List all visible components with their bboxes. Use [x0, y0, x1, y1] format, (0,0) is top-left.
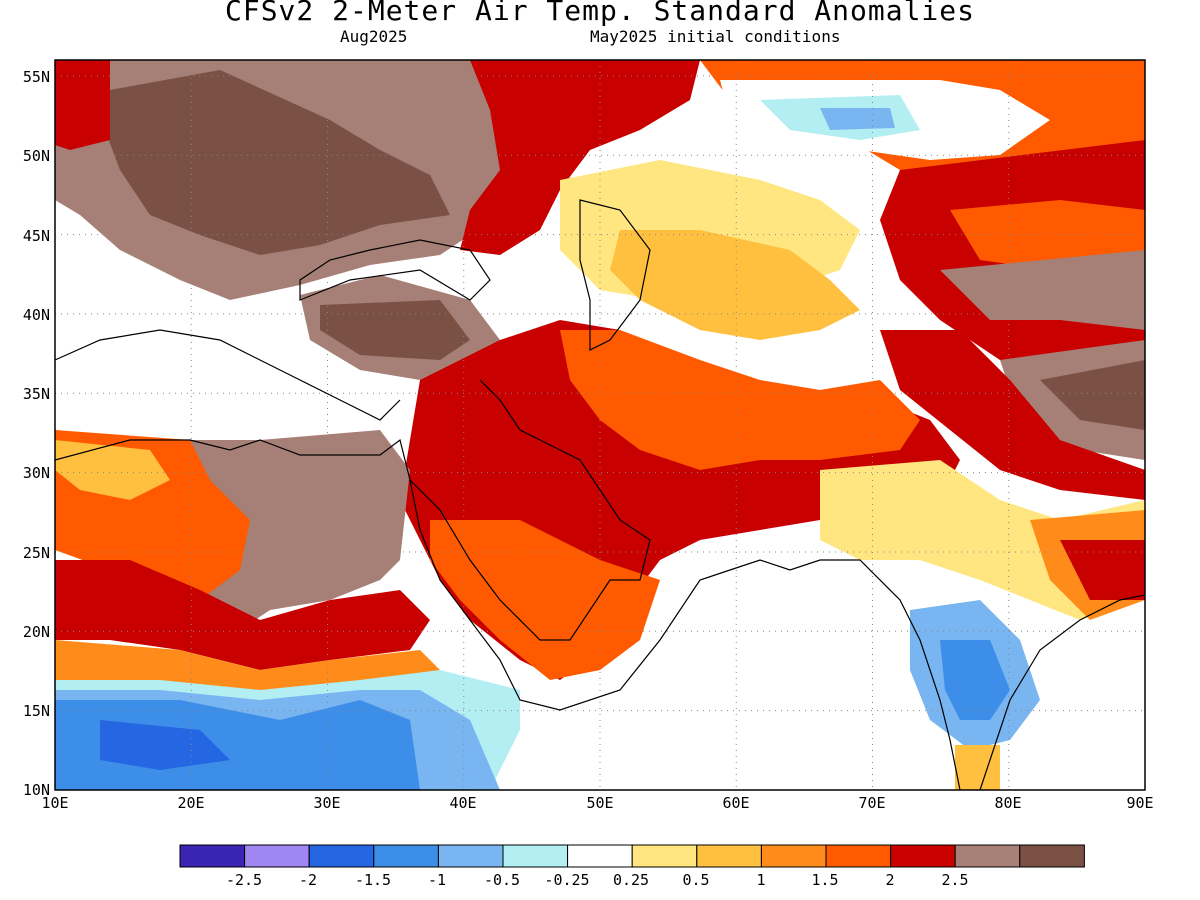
lat-tick: 10N — [23, 781, 50, 799]
anomaly-region — [820, 108, 895, 130]
map-title: CFSv2 2-Meter Air Temp. Standard Anomali… — [224, 0, 975, 27]
colorbar-label: 1.5 — [811, 871, 838, 889]
anomaly-region — [950, 200, 1145, 270]
lat-tick: 55N — [23, 68, 50, 86]
anomaly-region — [610, 230, 860, 340]
lat-tick: 25N — [23, 544, 50, 562]
anomaly-region — [460, 60, 700, 255]
colorbar-label: 0.25 — [613, 871, 649, 889]
colorbar-swatch — [437, 844, 504, 868]
colorbar-swatch — [760, 844, 827, 868]
anomaly-region — [940, 250, 1145, 330]
colorbar-swatch — [696, 844, 762, 868]
lon-tick: 60E — [722, 794, 749, 812]
latitude-labels: 10N 15N 20N 25N 30N 35N 40N 45N 50N 55N — [23, 68, 50, 799]
colorbar-swatch — [567, 844, 633, 868]
coastlines — [54, 199, 1146, 791]
colorbar-label: -2.5 — [226, 871, 262, 889]
anomaly-region — [955, 745, 1000, 790]
anomaly-field — [55, 60, 1145, 790]
colorbar-label: 0.5 — [682, 871, 709, 889]
colorbar-label: -0.5 — [484, 871, 520, 889]
colorbar-swatch — [631, 844, 698, 868]
colorbar-label: -0.25 — [544, 871, 589, 889]
lat-tick: 50N — [23, 147, 50, 165]
colorbar-label: 2.5 — [941, 871, 968, 889]
lat-tick: 45N — [23, 227, 50, 245]
map-frame — [54, 59, 1146, 791]
colorbar-swatch — [373, 844, 439, 868]
anomaly-region — [560, 330, 920, 470]
colorbar-swatch — [308, 844, 375, 868]
forecast-month: Aug2025 — [340, 27, 408, 46]
lat-tick: 35N — [23, 385, 50, 403]
colorbar-label: -1 — [428, 871, 446, 889]
lon-tick: 50E — [586, 794, 613, 812]
colorbar — [179, 844, 1085, 868]
colorbar-swatch — [179, 844, 246, 868]
anomaly-region — [55, 560, 430, 670]
anomaly-region — [55, 440, 170, 500]
longitude-labels: 10E 20E 30E 40E 50E 60E 70E 80E 90E — [41, 794, 1153, 812]
lat-tick: 20N — [23, 623, 50, 641]
colorbar-swatch — [954, 844, 1021, 868]
lon-tick: 30E — [313, 794, 340, 812]
anomaly-region — [55, 60, 110, 150]
initial-conditions: May2025 initial conditions — [590, 27, 841, 46]
lat-tick: 15N — [23, 702, 50, 720]
colorbar-swatch — [502, 844, 569, 868]
anomaly-region — [1060, 540, 1145, 600]
anomaly-region — [430, 520, 660, 680]
lon-tick: 90E — [1126, 794, 1153, 812]
colorbar-swatch — [244, 844, 310, 868]
colorbar-labels: -2.5 -2 -1.5 -1 -0.5 -0.25 0.25 0.5 1 1.… — [226, 871, 969, 889]
colorbar-label: 2 — [885, 871, 894, 889]
colorbar-swatch — [1019, 844, 1085, 868]
anomaly-region — [940, 640, 1010, 720]
lon-tick: 10E — [41, 794, 68, 812]
anomaly-region — [180, 430, 410, 630]
lon-tick: 20E — [177, 794, 204, 812]
anomaly-region — [100, 720, 230, 770]
colorbar-label: -2 — [299, 871, 317, 889]
colorbar-label: 1 — [756, 871, 765, 889]
lon-tick: 40E — [449, 794, 476, 812]
anomaly-region — [880, 330, 1145, 500]
colorbar-swatch — [825, 844, 892, 868]
lon-tick: 80E — [994, 794, 1021, 812]
anomaly-region — [320, 300, 470, 360]
anomaly-region — [1040, 360, 1145, 430]
lat-tick: 30N — [23, 464, 50, 482]
lon-tick: 70E — [858, 794, 885, 812]
lat-tick: 40N — [23, 306, 50, 324]
colorbar-label: -1.5 — [355, 871, 391, 889]
colorbar-swatch — [890, 844, 956, 868]
anomaly-region — [105, 70, 450, 255]
